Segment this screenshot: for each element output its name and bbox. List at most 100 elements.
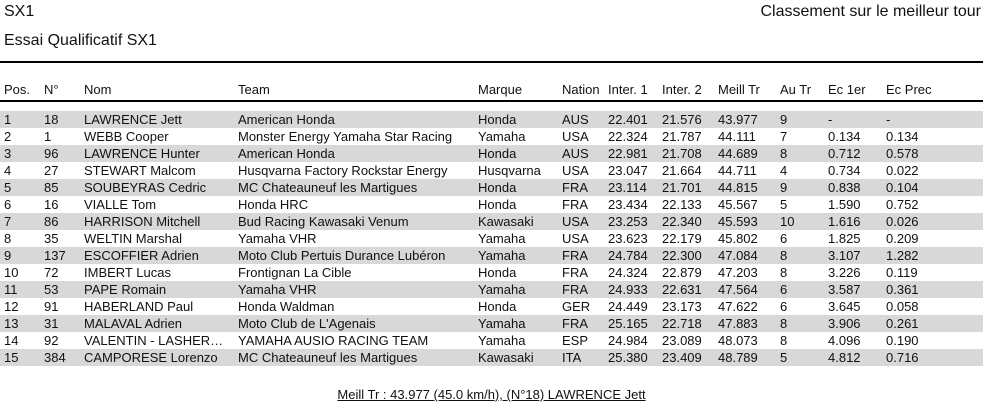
cell-num: 96 — [44, 146, 59, 161]
cell-meill_tr: 47.203 — [718, 265, 758, 280]
cell-pos: 7 — [4, 214, 12, 229]
cell-pos: 8 — [4, 231, 12, 246]
cell-nom: HARRISON Mitchell — [84, 214, 201, 229]
cell-au_tr: 5 — [780, 197, 788, 212]
table-row: 15 384 CAMPORESE Lorenzo MC Chateauneuf les… — [0, 349, 983, 366]
cell-nation: GER — [562, 299, 591, 314]
cell-nation: USA — [562, 214, 589, 229]
cell-inter2: 21.664 — [662, 163, 702, 178]
cell-nom: HABERLAND Paul — [84, 299, 194, 314]
cell-marque: Yamaha — [478, 129, 526, 144]
cell-pos: 15 — [4, 350, 19, 365]
cell-marque: Honda — [478, 265, 517, 280]
cell-ec_1er: - — [828, 112, 833, 127]
cell-meill_tr: 44.111 — [718, 129, 756, 144]
cell-meill_tr: 43.977 — [718, 112, 758, 127]
cell-inter2: 21.787 — [662, 129, 702, 144]
cell-inter2: 21.708 — [662, 146, 702, 161]
cell-nom: VIALLE Tom — [84, 197, 157, 212]
cell-marque: Honda — [478, 112, 517, 127]
page-title: SX1 — [4, 3, 35, 20]
cell-team: Moto Club de L'Agenais — [238, 316, 376, 331]
cell-nation: USA — [562, 231, 589, 246]
cell-au_tr: 7 — [780, 129, 788, 144]
cell-nom: STEWART Malcom — [84, 163, 196, 178]
cell-meill_tr: 48.789 — [718, 350, 758, 365]
cell-inter2: 23.173 — [662, 299, 702, 314]
cell-ec_prec: 0.022 — [886, 163, 919, 178]
cell-au_tr: 8 — [780, 316, 788, 331]
cell-team: Bud Racing Kawasaki Venum — [238, 214, 409, 229]
cell-meill_tr: 48.073 — [718, 333, 758, 348]
cell-nom: LAWRENCE Hunter — [84, 146, 200, 161]
cell-num: 86 — [44, 214, 59, 229]
cell-inter1: 25.380 — [608, 350, 648, 365]
cell-team: Honda HRC — [238, 197, 309, 212]
cell-meill_tr: 44.711 — [718, 163, 757, 178]
cell-au_tr: 6 — [780, 231, 788, 246]
table-row: 14 92 VALENTIN - LASHER… YAMAHA AUSIO RACIN… — [0, 332, 983, 349]
cell-ec_prec: 0.752 — [886, 197, 919, 212]
cell-pos: 11 — [4, 282, 18, 297]
cell-num: 53 — [44, 282, 59, 297]
table-row: 6 16 VIALLE Tom Honda HRC Honda FRA 23.434 22.1… — [0, 196, 983, 213]
cell-inter2: 23.409 — [662, 350, 702, 365]
cell-num: 35 — [44, 231, 59, 246]
cell-inter1: 23.253 — [608, 214, 648, 229]
cell-team: Honda Waldman — [238, 299, 335, 314]
cell-num: 31 — [44, 316, 59, 331]
session-subtitle: Essai Qualificatif SX1 — [4, 32, 157, 49]
column-header-ec_prec: Ec Prec — [886, 82, 932, 97]
cell-au_tr: 8 — [780, 333, 788, 348]
cell-nom: CAMPORESE Lorenzo — [84, 350, 218, 365]
cell-marque: Honda — [478, 299, 517, 314]
cell-nom: ESCOFFIER Adrien — [84, 248, 199, 263]
column-header-meill_tr: Meill Tr — [718, 82, 760, 97]
cell-ec_1er: 3.587 — [828, 282, 861, 297]
cell-inter2: 22.340 — [662, 214, 702, 229]
cell-num: 85 — [44, 180, 59, 195]
cell-nation: FRA — [562, 180, 588, 195]
cell-ec_prec: 0.209 — [886, 231, 919, 246]
cell-ec_prec: 0.119 — [886, 265, 918, 280]
cell-nation: USA — [562, 129, 589, 144]
cell-inter2: 23.089 — [662, 333, 702, 348]
cell-team: Moto Club Pertuis Durance Lubéron — [238, 248, 446, 263]
cell-num: 384 — [44, 350, 66, 365]
cell-marque: Kawasaki — [478, 350, 534, 365]
column-header-inter1: Inter. 1 — [608, 82, 648, 97]
cell-nation: FRA — [562, 248, 588, 263]
cell-pos: 12 — [4, 299, 19, 314]
column-header-inter2: Inter. 2 — [662, 82, 702, 97]
cell-pos: 9 — [4, 248, 12, 263]
cell-nation: FRA — [562, 197, 588, 212]
cell-nation: FRA — [562, 282, 588, 297]
cell-meill_tr: 45.802 — [718, 231, 758, 246]
cell-au_tr: 9 — [780, 112, 788, 127]
cell-pos: 13 — [4, 316, 19, 331]
cell-ec_1er: 3.645 — [828, 299, 861, 314]
cell-ec_prec: 0.026 — [886, 214, 919, 229]
table-row: 7 86 HARRISON Mitchell Bud Racing Kawasaki … — [0, 213, 983, 230]
cell-num: 137 — [44, 248, 66, 263]
cell-ec_prec: 0.261 — [886, 316, 919, 331]
cell-inter2: 22.300 — [662, 248, 702, 263]
cell-inter1: 23.623 — [608, 231, 648, 246]
cell-pos: 5 — [4, 180, 12, 195]
cell-marque: Kawasaki — [478, 214, 534, 229]
cell-team: Husqvarna Factory Rockstar Energy — [238, 163, 448, 178]
cell-au_tr: 8 — [780, 146, 788, 161]
cell-num: 18 — [44, 112, 59, 127]
table-row: 2 1 WEBB Cooper Monster Energy Yamaha Star … — [0, 128, 983, 145]
cell-ec_1er: 3.107 — [828, 248, 861, 263]
cell-meill_tr: 47.883 — [718, 316, 758, 331]
cell-inter1: 22.324 — [608, 129, 648, 144]
cell-inter2: 21.701 — [662, 180, 702, 195]
cell-ec_prec: 0.058 — [886, 299, 919, 314]
column-header-au_tr: Au Tr — [780, 82, 812, 97]
cell-inter1: 23.047 — [608, 163, 648, 178]
cell-team: MC Chateauneuf les Martigues — [238, 350, 418, 365]
cell-au_tr: 5 — [780, 350, 788, 365]
cell-ec_1er: 1.616 — [828, 214, 861, 229]
cell-au_tr: 10 — [780, 214, 795, 229]
